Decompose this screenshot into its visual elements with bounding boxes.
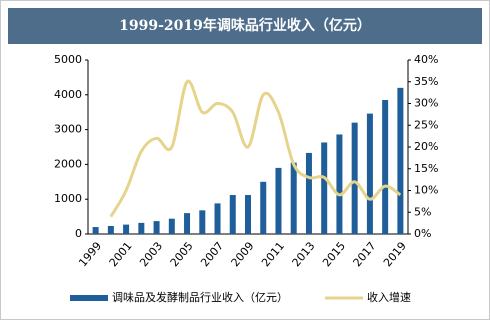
line xyxy=(109,79,402,218)
bar xyxy=(260,181,267,234)
bar xyxy=(168,218,175,234)
bar xyxy=(305,152,312,234)
bar xyxy=(92,227,99,234)
bar xyxy=(214,203,221,234)
bar xyxy=(351,122,358,234)
y2-tick-label: 35% xyxy=(414,75,438,88)
bar xyxy=(153,221,160,234)
bar xyxy=(275,167,282,234)
y2-tick-label: 15% xyxy=(414,162,438,175)
y-tick-label: 5000 xyxy=(54,53,82,66)
legend-label: 收入增速 xyxy=(367,290,411,304)
title-band xyxy=(8,8,482,44)
bar xyxy=(366,113,373,234)
y-tick-label: 0 xyxy=(75,227,82,240)
bar xyxy=(107,225,114,234)
y-tick-label: 2000 xyxy=(54,157,82,170)
chart-title: 1999-2019年调味品行业收入（亿元） xyxy=(119,17,371,34)
bar xyxy=(123,224,130,234)
y2-tick-label: 0% xyxy=(414,227,431,240)
legend-swatch xyxy=(70,295,108,301)
bar xyxy=(290,162,297,234)
y2-tick-label: 20% xyxy=(414,140,438,153)
bar xyxy=(138,222,145,234)
bar xyxy=(397,87,404,234)
bar xyxy=(184,213,191,234)
bar xyxy=(229,195,236,234)
bar xyxy=(336,134,343,234)
bar xyxy=(321,142,328,234)
legend-label: 调味品及发酵制品行业收入（亿元） xyxy=(112,290,288,304)
bar xyxy=(245,195,251,234)
bar xyxy=(382,100,389,235)
y2-tick-label: 10% xyxy=(414,184,438,197)
y2-tick-label: 25% xyxy=(414,118,438,131)
y2-tick-label: 5% xyxy=(414,205,431,218)
bar xyxy=(199,210,206,234)
y-tick-label: 3000 xyxy=(54,123,82,136)
y-tick-label: 1000 xyxy=(54,192,82,205)
y2-tick-label: 30% xyxy=(414,97,438,110)
y2-tick-label: 40% xyxy=(414,53,438,66)
y-tick-label: 4000 xyxy=(54,88,82,101)
